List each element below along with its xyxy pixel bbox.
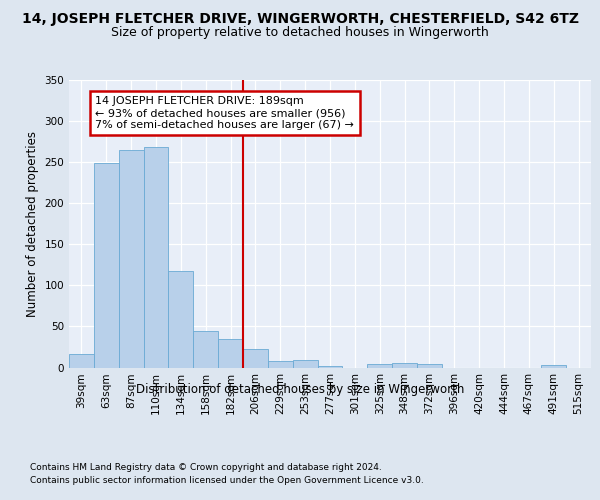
Bar — [143, 148, 169, 368]
Bar — [367, 364, 392, 368]
Text: Contains public sector information licensed under the Open Government Licence v3: Contains public sector information licen… — [30, 476, 424, 485]
Bar — [541, 365, 566, 368]
Bar — [169, 272, 193, 368]
Text: Distribution of detached houses by size in Wingerworth: Distribution of detached houses by size … — [136, 382, 464, 396]
Bar — [69, 354, 94, 368]
Bar — [243, 348, 268, 368]
Bar — [417, 364, 442, 368]
Text: 14, JOSEPH FLETCHER DRIVE, WINGERWORTH, CHESTERFIELD, S42 6TZ: 14, JOSEPH FLETCHER DRIVE, WINGERWORTH, … — [22, 12, 578, 26]
Bar — [317, 366, 343, 368]
Bar — [392, 364, 417, 368]
Bar — [94, 163, 119, 368]
Text: 14 JOSEPH FLETCHER DRIVE: 189sqm
← 93% of detached houses are smaller (956)
7% o: 14 JOSEPH FLETCHER DRIVE: 189sqm ← 93% o… — [95, 96, 354, 130]
Y-axis label: Number of detached properties: Number of detached properties — [26, 130, 39, 317]
Bar — [218, 339, 243, 368]
Bar — [119, 150, 143, 368]
Bar — [293, 360, 317, 368]
Bar — [268, 361, 293, 368]
Text: Contains HM Land Registry data © Crown copyright and database right 2024.: Contains HM Land Registry data © Crown c… — [30, 462, 382, 471]
Text: Size of property relative to detached houses in Wingerworth: Size of property relative to detached ho… — [111, 26, 489, 39]
Bar — [193, 332, 218, 368]
